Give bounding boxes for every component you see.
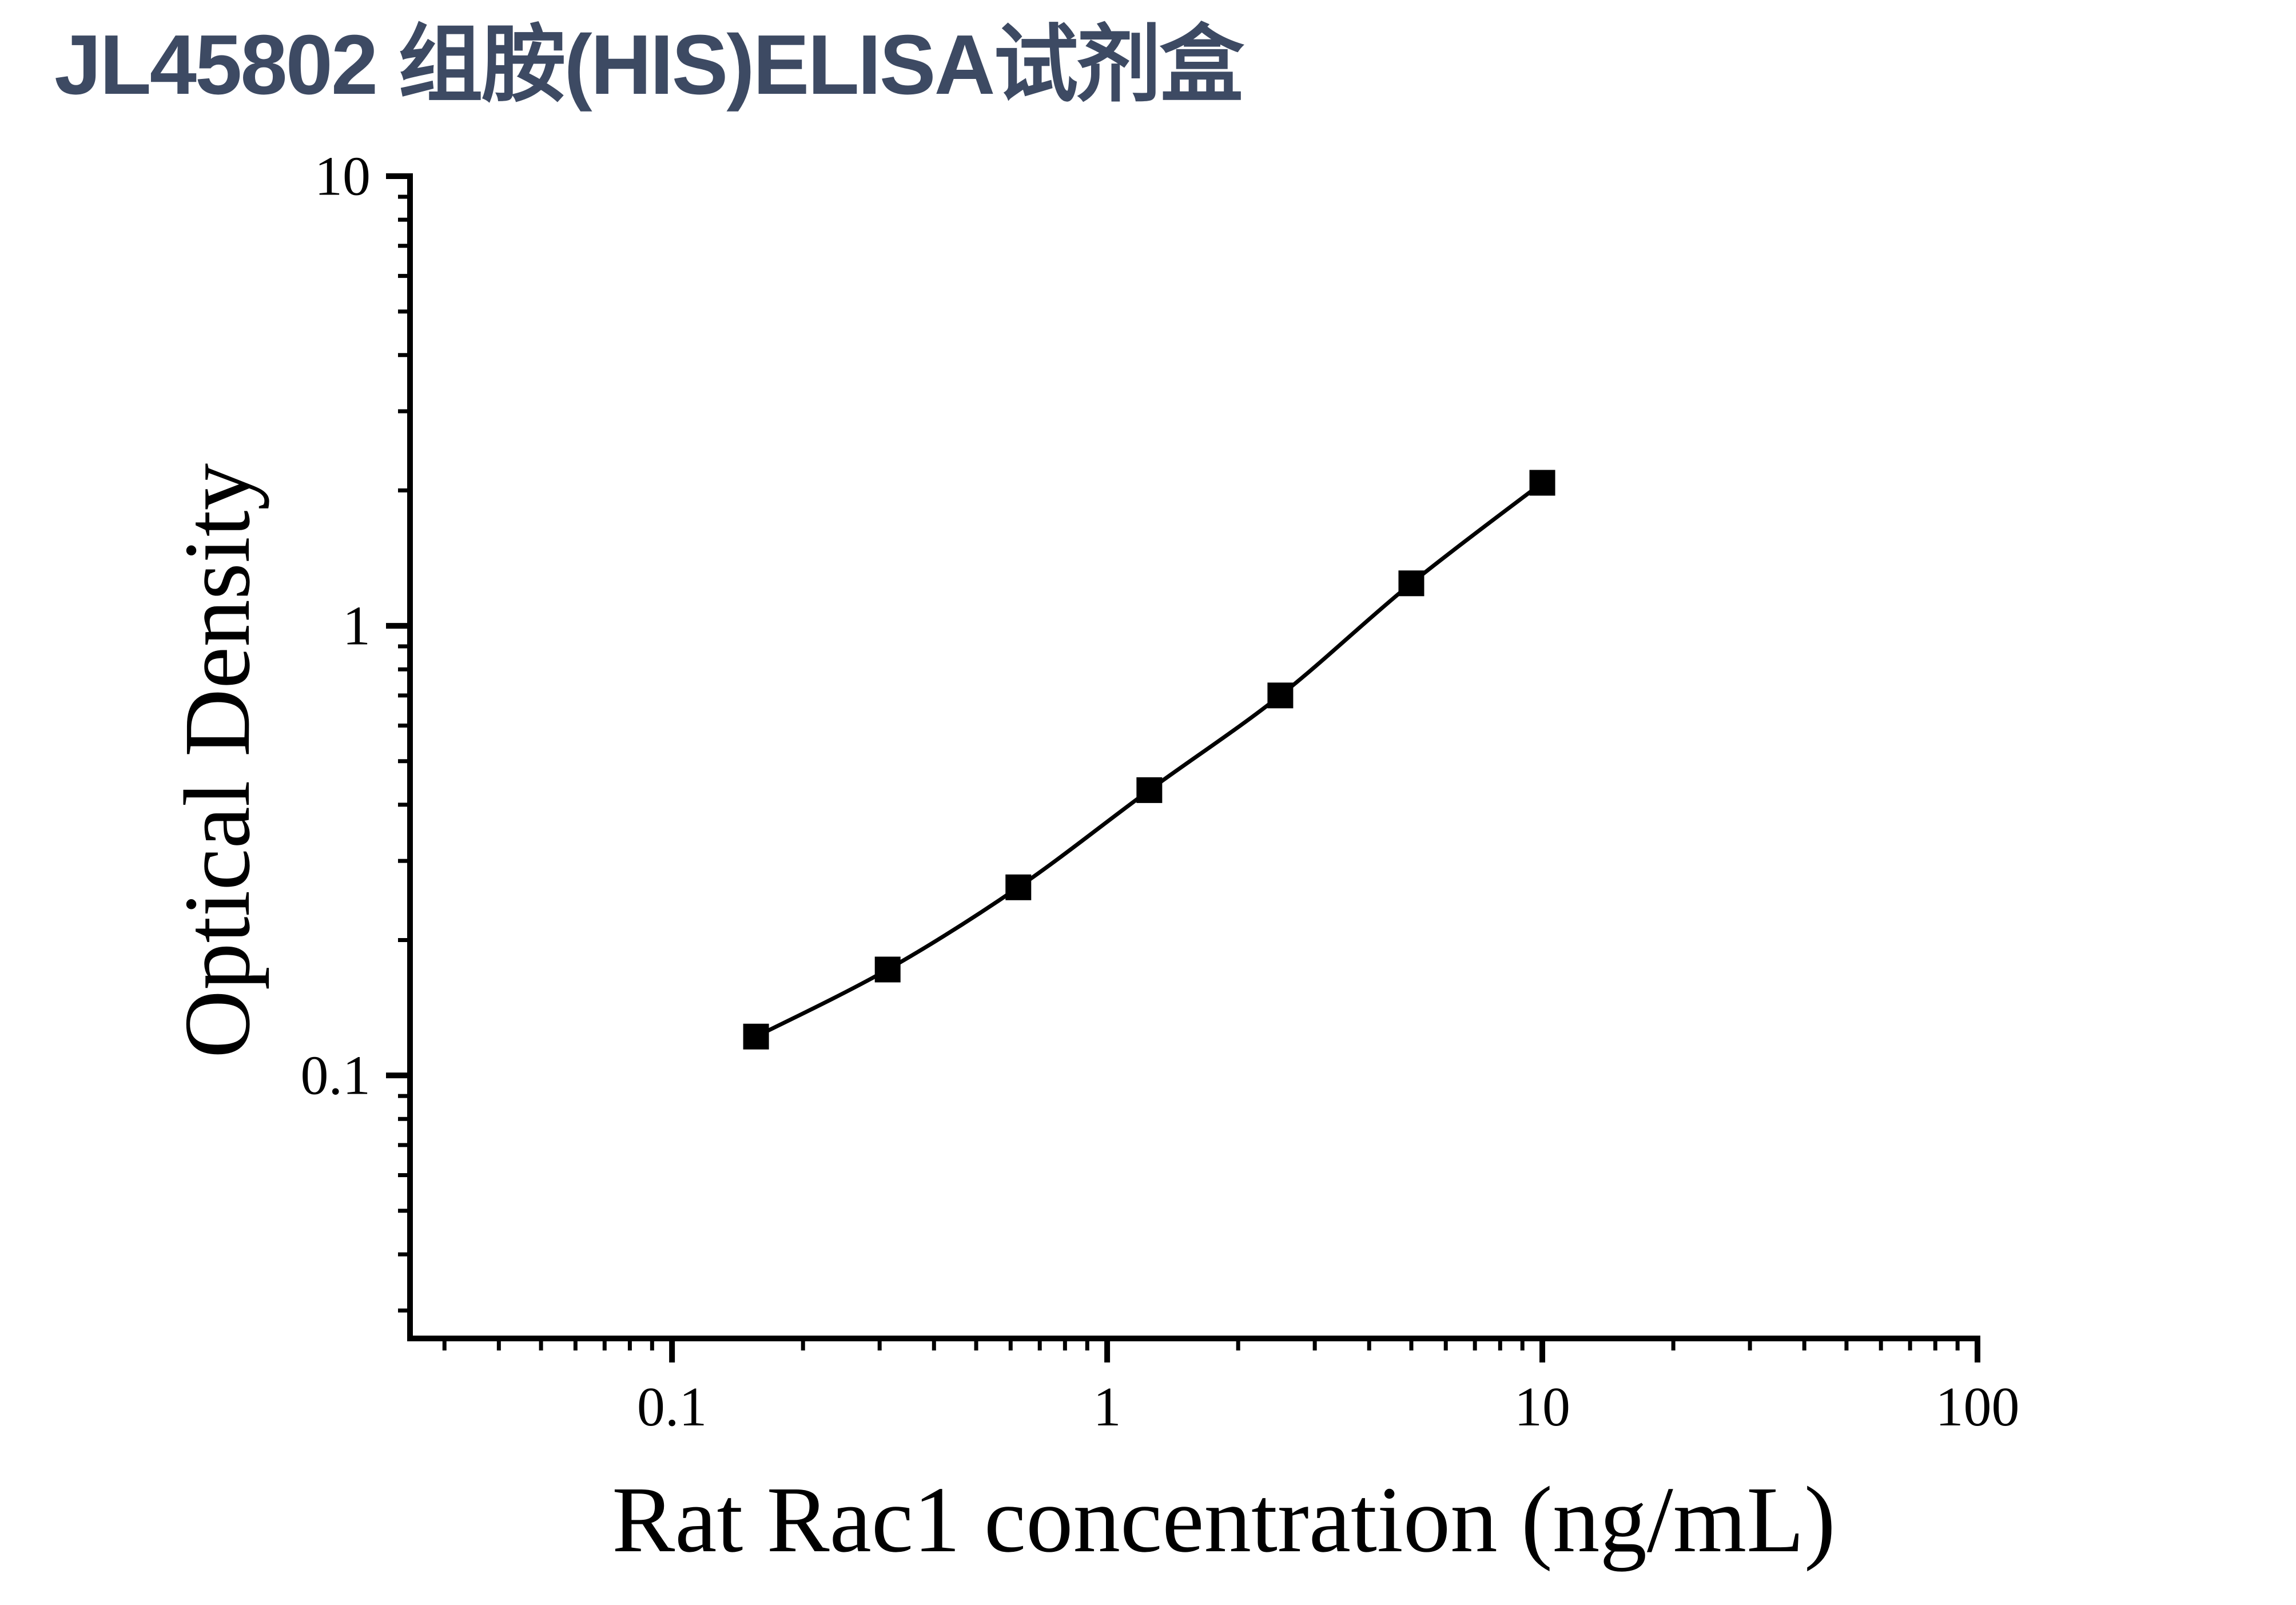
y-axis-title: Optical Density xyxy=(165,463,269,1058)
y-tick-label: 10 xyxy=(315,145,371,207)
x-axis-title: Rat Rac1 concentration (ng/mL) xyxy=(612,1467,1836,1572)
data-point-marker xyxy=(1267,682,1294,709)
data-point-marker xyxy=(874,956,901,983)
x-tick-label: 10 xyxy=(1514,1376,1570,1438)
y-tick-label: 0.1 xyxy=(301,1044,371,1106)
data-point-marker xyxy=(743,1023,769,1050)
data-point-marker xyxy=(1136,777,1163,803)
standard-curve-line xyxy=(755,481,1544,1039)
x-tick-label: 1 xyxy=(1093,1376,1121,1438)
data-point-marker xyxy=(1005,874,1032,900)
x-tick-label: 0.1 xyxy=(637,1376,707,1438)
x-tick-label: 100 xyxy=(1936,1376,2020,1438)
data-point-marker xyxy=(1398,570,1424,597)
y-tick-label: 1 xyxy=(343,595,371,657)
chart-title: JL45802 组胺(HIS)ELISA试剂盒 xyxy=(54,18,1244,112)
data-point-marker xyxy=(1529,470,1555,496)
